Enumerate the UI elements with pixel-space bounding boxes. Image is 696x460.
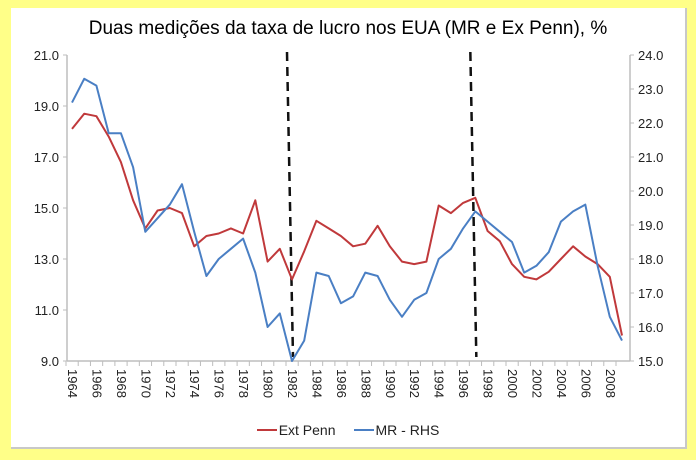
x-tick-label: 1978 (236, 369, 251, 398)
left-tick-label: 17.0 (34, 150, 59, 165)
left-tick-label: 15.0 (34, 201, 59, 216)
x-tick-label: 1980 (261, 369, 276, 398)
x-tick-label: 2004 (554, 369, 569, 398)
right-tick-label: 20.0 (638, 184, 663, 199)
x-tick-label: 2000 (505, 369, 520, 398)
left-tick-label: 9.0 (41, 354, 59, 369)
chart-title: Duas medições da taxa de lucro nos EUA (… (88, 18, 608, 39)
left-tick-label: 11.0 (35, 303, 59, 318)
x-tick-label: 1992 (407, 369, 422, 398)
series-line-mr-rhs (71, 77, 623, 362)
legend-swatch (256, 429, 277, 431)
period-marker-line (285, 51, 295, 358)
x-tick-label: 1998 (481, 369, 496, 398)
left-tick-label: 19.0 (34, 99, 59, 114)
x-tick-label: 2006 (578, 369, 593, 398)
x-tick-label: 1990 (383, 369, 398, 398)
legend: Ext Penn MR - RHS (0, 422, 696, 438)
right-tick-label: 17.0 (638, 286, 663, 301)
right-tick-label: 21.0 (638, 150, 663, 165)
x-tick-label: 1976 (212, 369, 227, 398)
right-tick-label: 19.0 (638, 218, 663, 233)
chart-frame (11, 8, 687, 449)
right-tick-label: 22.0 (638, 116, 663, 131)
left-tick-label: 21.0 (34, 48, 59, 63)
x-tick-label: 1972 (163, 369, 178, 398)
right-tick-label: 15.0 (638, 354, 663, 369)
x-tick-label: 1988 (358, 369, 373, 398)
legend-label: Ext Penn (278, 422, 336, 438)
x-tick-label: 1968 (114, 369, 129, 398)
x-tick-label: 2002 (529, 369, 544, 398)
x-tick-label: 1970 (138, 369, 153, 398)
x-tick-label: 1964 (65, 369, 80, 398)
legend-item-ext-penn: Ext Penn (256, 422, 336, 438)
x-tick-label: 1996 (456, 369, 471, 398)
legend-swatch (353, 429, 374, 431)
x-tick-label: 1986 (334, 369, 349, 398)
x-tick-label: 2008 (603, 369, 618, 398)
x-tick-label: 1982 (285, 369, 300, 398)
x-tick-label: 1994 (432, 369, 447, 398)
period-marker-line (469, 51, 478, 358)
left-tick-label: 13.0 (34, 252, 59, 267)
right-tick-label: 23.0 (638, 82, 663, 97)
x-tick-label: 1966 (89, 369, 104, 398)
x-tick-label: 1974 (187, 369, 202, 398)
series-line-ext-penn (71, 112, 623, 336)
legend-label: MR - RHS (375, 422, 440, 438)
legend-item-mr-rhs: MR - RHS (353, 422, 440, 438)
right-tick-label: 16.0 (638, 320, 663, 335)
right-tick-label: 24.0 (638, 48, 663, 63)
right-tick-label: 18.0 (638, 252, 663, 267)
x-tick-label: 1984 (309, 369, 324, 398)
